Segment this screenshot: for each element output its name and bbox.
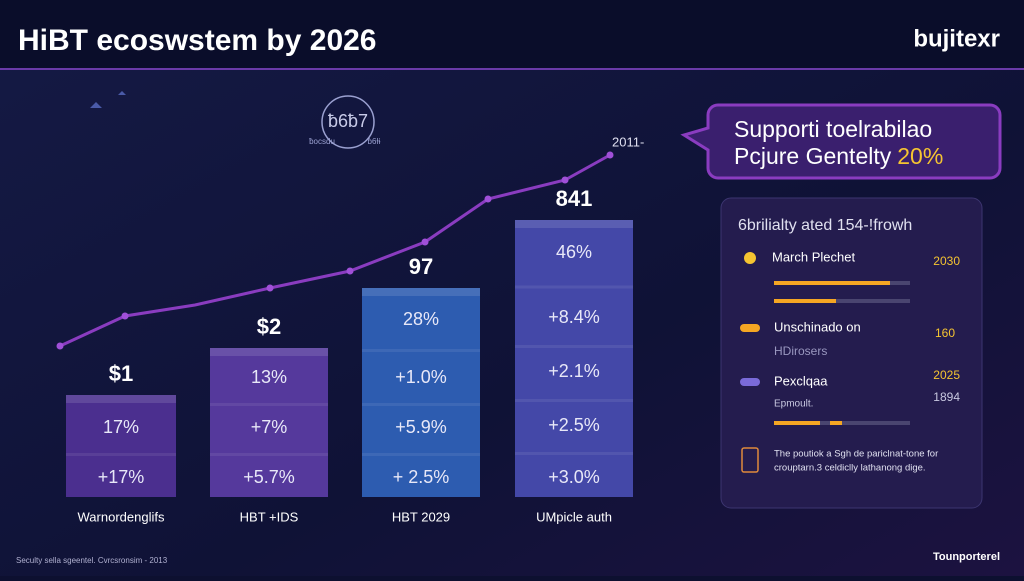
item-sub: HDirosers: [774, 344, 827, 358]
bar-band: [515, 345, 633, 348]
segment-label: +17%: [98, 467, 145, 487]
legend-dot: [744, 252, 756, 264]
callout: Supporti toelrabilao Pcjure Gentelty 20%: [680, 103, 1002, 180]
segment-label: 17%: [103, 417, 139, 437]
segment-label: +5.9%: [395, 417, 447, 437]
bar-category: HBT +IDS: [240, 509, 299, 524]
segment-label: +2.5%: [548, 415, 600, 435]
bar: [210, 348, 328, 497]
track-fill: [830, 421, 842, 425]
item-value: 2030: [933, 254, 960, 268]
bar-category: UMpicle auth: [536, 509, 612, 524]
note: The poutiok a Sgh de pariclnat-tone for: [774, 449, 938, 460]
bar-band: [66, 453, 176, 456]
track-fill: [774, 421, 820, 425]
track-fill: [774, 299, 836, 303]
legend-dot: [740, 378, 760, 386]
bar-category: Warnordenglifs: [78, 509, 165, 524]
bars: $1 17% +17% Warnordenglifs $2 13% +7% +5.7% HBT …: [66, 186, 633, 524]
segment-label: +7%: [251, 417, 288, 437]
bar-band: [515, 452, 633, 455]
trend-label: 2011-: [612, 134, 644, 149]
icon-label: ƀ6ƀ7: [328, 111, 368, 131]
panel-box: [720, 197, 983, 509]
callout-text: Pcjure Gentelty 20%: [734, 143, 943, 169]
bar-band: [210, 453, 328, 456]
callout-highlight: 20%: [897, 143, 943, 169]
bar: [66, 395, 176, 497]
bar-category: HBT 2029: [392, 509, 450, 524]
bar-band: [210, 403, 328, 406]
item-value: 1894: [933, 390, 960, 404]
footer-brand: Tounporterel: [933, 551, 1000, 563]
bar-band: [515, 285, 633, 289]
note: crouptarn.3 celdiclly lathanong dige.: [774, 463, 926, 474]
bar-top-label: 97: [409, 254, 433, 279]
icon-caption: ƀ6Ɨɨ: [368, 137, 381, 146]
item-name: March Plechet: [772, 249, 855, 264]
callout-bubble: [680, 103, 1002, 180]
item-name: Pexclqaa: [774, 373, 828, 388]
segment-label: 28%: [403, 309, 439, 329]
bar-band: [362, 453, 480, 456]
decor: [90, 91, 126, 108]
segment-label: 13%: [251, 367, 287, 387]
track-fill: [774, 281, 890, 285]
bar-cap: [210, 348, 328, 356]
bar: [515, 220, 633, 497]
legend-dot: [740, 324, 760, 332]
bar: [362, 288, 480, 497]
logo: bujitexr: [913, 25, 1000, 52]
segment-label: +3.0%: [548, 467, 600, 487]
bar-band: [362, 349, 480, 352]
item-value: 2025: [933, 368, 960, 382]
bar-top-label: $1: [109, 361, 133, 386]
segment-label: 46%: [556, 242, 592, 262]
icon-ring: [321, 95, 375, 149]
item-value: 160: [935, 326, 955, 340]
header-bar: [0, 0, 1024, 68]
panel: 6brilialty ated 154-!frowh March Plechet…: [720, 197, 983, 509]
item-sub: Epmoult.: [774, 399, 813, 410]
bar-cap: [66, 395, 176, 403]
bar-band: [362, 403, 480, 406]
icon: ƀ6ƀ7 ƀocsdu ƀ6Ɨɨ: [309, 95, 381, 149]
note-icon: [741, 447, 759, 473]
title: HiBT ecoswstem by 2026: [18, 24, 377, 57]
callout-text: Pcjure Gentelty: [734, 143, 892, 169]
bar-cap: [362, 288, 480, 296]
icon-caption: ƀocsdu: [309, 137, 335, 146]
segment-label: +5.7%: [243, 467, 295, 487]
callout-text: Supporti toelrabilao: [734, 116, 932, 142]
trend-dots: [56, 151, 614, 350]
panel-title: 6brilialty ated 154-!frowh: [738, 217, 912, 234]
segment-label: +1.0%: [395, 367, 447, 387]
footer-text: Seculty sella sgeentel. Cvrcsronsim - 20…: [16, 556, 168, 565]
bar-cap: [515, 220, 633, 228]
segment-label: + 2.5%: [393, 467, 450, 487]
item-name: Unschinado on: [774, 319, 861, 334]
bar-top-label: $2: [257, 314, 281, 339]
bar-band: [515, 399, 633, 402]
segment-label: +8.4%: [548, 307, 600, 327]
segment-label: +2.1%: [548, 361, 600, 381]
track: [774, 299, 910, 303]
bar-top-label: 841: [556, 186, 593, 211]
